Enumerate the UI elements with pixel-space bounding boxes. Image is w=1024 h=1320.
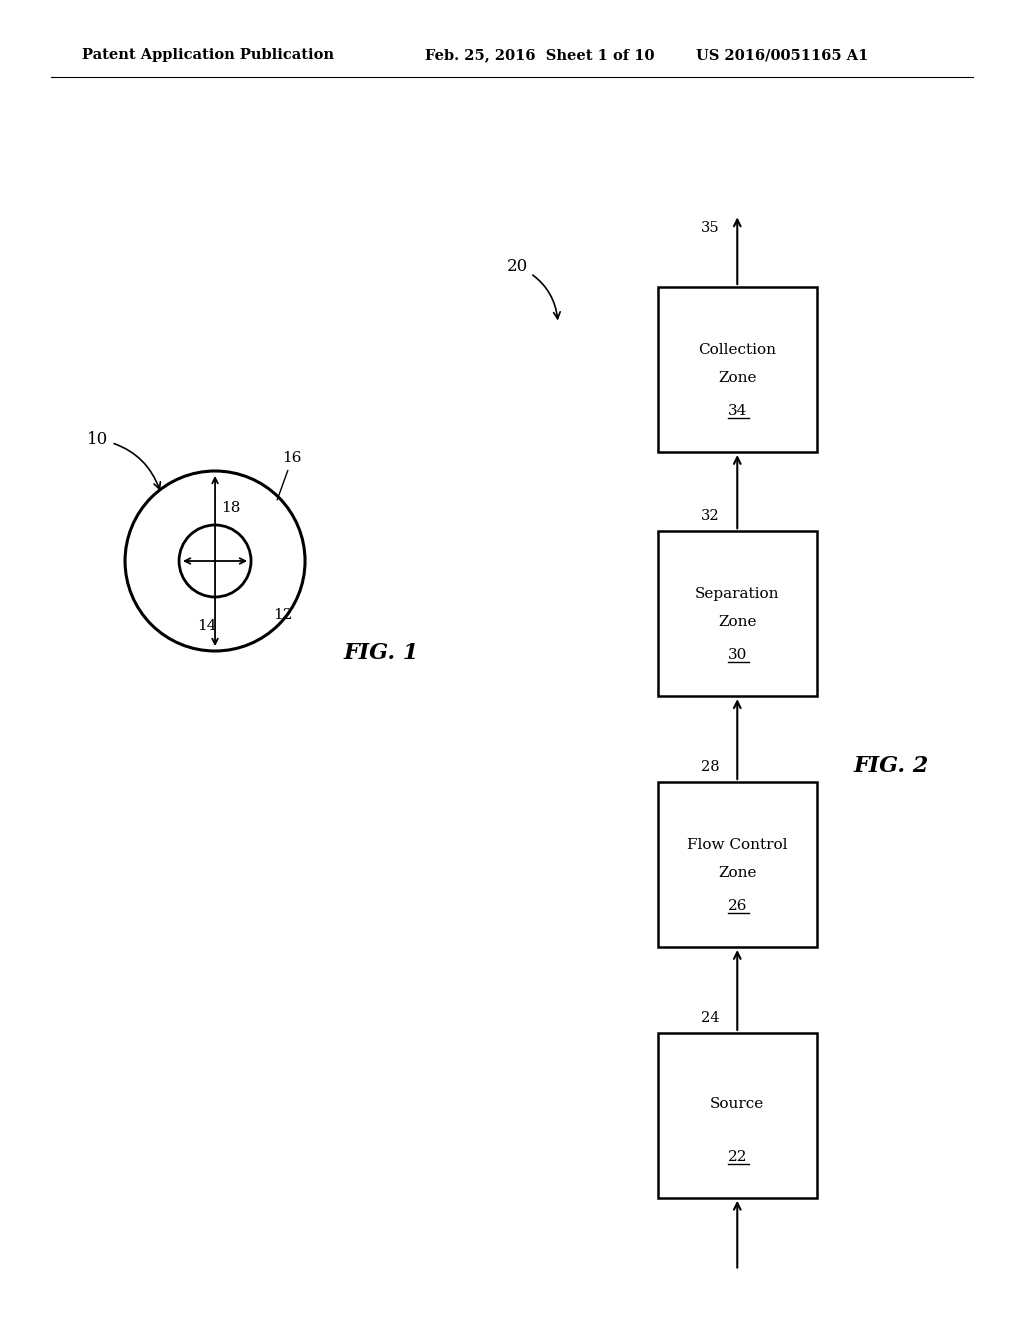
Bar [657, 781, 817, 948]
Bar [657, 1032, 817, 1199]
Text: 16: 16 [278, 451, 302, 500]
Text: Zone: Zone [718, 866, 757, 880]
Text: Patent Application Publication: Patent Application Publication [82, 49, 334, 62]
Text: 20: 20 [507, 257, 560, 319]
Text: Source: Source [711, 1097, 764, 1111]
Text: 26: 26 [727, 899, 748, 913]
Text: Flow Control: Flow Control [687, 838, 787, 851]
Text: Collection: Collection [698, 343, 776, 356]
Text: 10: 10 [87, 432, 161, 490]
Text: 30: 30 [728, 648, 746, 663]
Text: 14: 14 [198, 619, 217, 634]
Text: 34: 34 [728, 404, 746, 418]
Text: FIG. 1: FIG. 1 [343, 643, 419, 664]
Text: 18: 18 [221, 502, 241, 515]
Text: 35: 35 [700, 220, 719, 235]
Text: 12: 12 [273, 609, 293, 622]
Text: Feb. 25, 2016  Sheet 1 of 10: Feb. 25, 2016 Sheet 1 of 10 [425, 49, 654, 62]
Bar [657, 531, 817, 697]
Text: 28: 28 [700, 760, 719, 774]
Text: US 2016/0051165 A1: US 2016/0051165 A1 [696, 49, 868, 62]
Bar [657, 286, 817, 451]
Text: Zone: Zone [718, 371, 757, 385]
Text: FIG. 2: FIG. 2 [853, 755, 929, 776]
Text: Zone: Zone [718, 615, 757, 630]
Text: Separation: Separation [695, 587, 779, 601]
Text: 24: 24 [700, 1011, 719, 1024]
Text: 32: 32 [700, 510, 719, 523]
Text: 22: 22 [727, 1150, 748, 1164]
